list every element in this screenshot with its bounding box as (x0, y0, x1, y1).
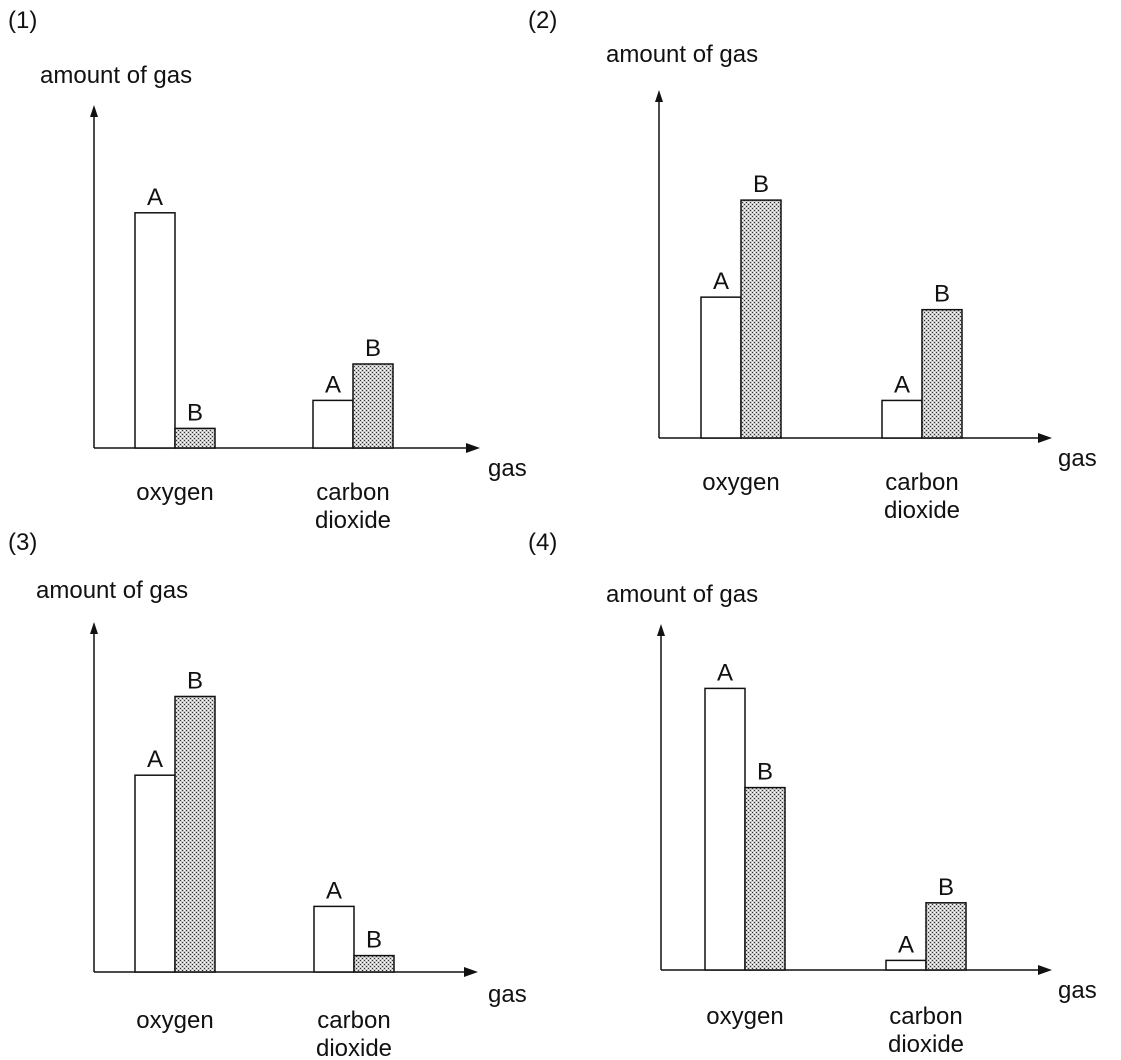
x-axis-label: gas (1058, 977, 1097, 1004)
bar-a (134, 212, 176, 449)
bar-label-a: A (147, 746, 163, 773)
x-axis-label: gas (1058, 445, 1097, 472)
category-label: oxygen (706, 1003, 783, 1030)
bar-a (313, 905, 355, 973)
y-axis-label: amount of gas (606, 41, 758, 68)
bar-a (312, 399, 354, 449)
category-label: carbon (316, 479, 389, 506)
category-label: carbon (885, 469, 958, 496)
y-axis-arrow-icon (90, 622, 98, 634)
x-axis-arrow-icon (1038, 433, 1052, 443)
panel-number: (1) (8, 7, 37, 34)
chart-panel-3: (3)amount of gasgasABoxygenABcarbondioxi… (8, 529, 527, 1060)
panel-number: (3) (8, 529, 37, 556)
category-label: oxygen (702, 469, 779, 496)
bar-b (921, 308, 963, 439)
category-label: dioxide (888, 1031, 964, 1058)
y-axis-arrow-icon (657, 624, 665, 636)
x-axis-label: gas (488, 455, 527, 482)
bar-label-a: A (894, 371, 910, 398)
bar-label-a: A (713, 268, 729, 295)
bar-label-b: B (366, 927, 382, 954)
bar-b (174, 695, 216, 973)
bar-label-b: B (187, 399, 203, 426)
bar-label-a: A (325, 371, 341, 398)
bar-b (925, 902, 967, 971)
y-axis-label: amount of gas (36, 577, 188, 604)
bar-label-b: B (753, 171, 769, 198)
bar-a (134, 774, 176, 973)
bar-b (352, 363, 394, 449)
x-axis-arrow-icon (1038, 965, 1052, 975)
category-label: carbon (889, 1003, 962, 1030)
panel-number: (2) (528, 7, 557, 34)
bar-label-b: B (934, 281, 950, 308)
category-label: dioxide (884, 497, 960, 524)
bar-label-a: A (326, 877, 342, 904)
category-label: oxygen (136, 1007, 213, 1034)
bar-b (740, 199, 782, 439)
category-label: dioxide (315, 507, 391, 534)
x-axis-arrow-icon (464, 967, 478, 977)
y-axis-label: amount of gas (606, 581, 758, 608)
bar-label-a: A (717, 659, 733, 686)
bar-label-a: A (898, 931, 914, 958)
bar-b (174, 427, 216, 449)
bar-label-b: B (187, 667, 203, 694)
y-axis-arrow-icon (90, 105, 98, 117)
bar-b (353, 954, 395, 973)
bar-a (704, 687, 746, 971)
chart-panel-1: (1)amount of gasgasABoxygenABcarbondioxi… (8, 7, 527, 534)
category-label: dioxide (316, 1035, 392, 1060)
bar-b (744, 786, 786, 971)
category-label: oxygen (136, 479, 213, 506)
x-axis-label: gas (488, 981, 527, 1008)
bar-a (885, 959, 927, 971)
bar-a (700, 296, 742, 439)
y-axis-arrow-icon (655, 90, 663, 102)
bar-a (881, 399, 923, 439)
y-axis-label: amount of gas (40, 62, 192, 89)
panel-number: (4) (528, 529, 557, 556)
bar-label-b: B (365, 335, 381, 362)
x-axis-arrow-icon (466, 443, 480, 453)
bar-label-a: A (147, 184, 163, 211)
bar-label-b: B (757, 759, 773, 786)
category-label: carbon (317, 1007, 390, 1034)
bar-label-b: B (938, 874, 954, 901)
